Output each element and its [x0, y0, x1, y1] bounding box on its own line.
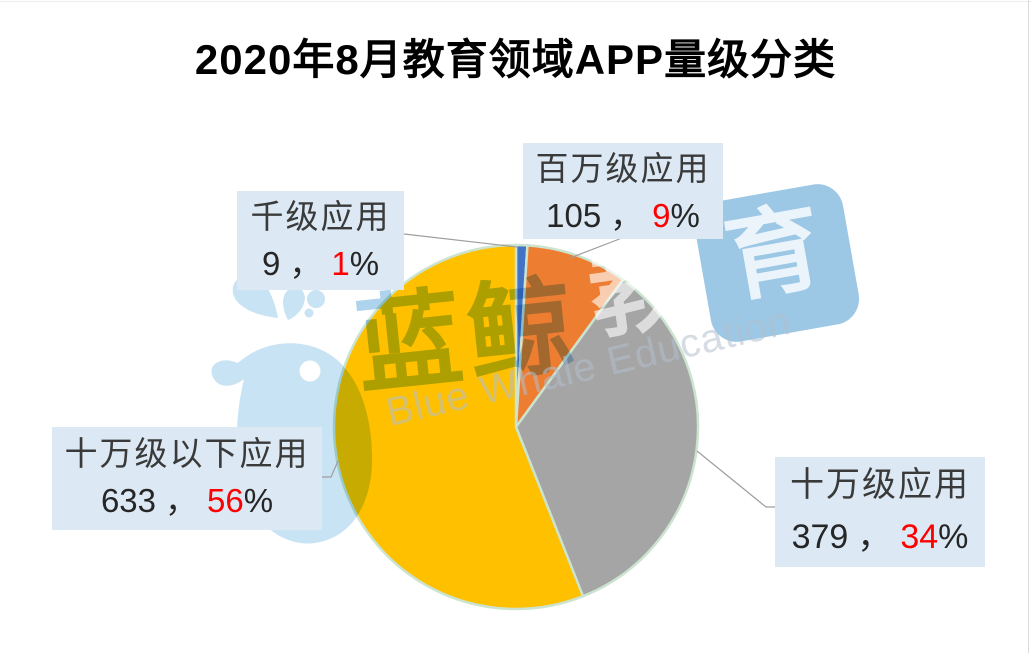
callout-separator: ， [165, 482, 198, 519]
callout-percent-sign: % [670, 197, 700, 234]
callout-percent: 34 [900, 518, 939, 556]
callout-percent: 1 [331, 245, 350, 282]
callout-under-hundredk[interactable]: 十万级以下应用 633， 56% [52, 427, 322, 530]
whale-spout-bubble [307, 290, 325, 308]
callout-percent-sign: % [243, 482, 274, 519]
callout-value: 9 [261, 245, 281, 282]
callout-percent: 9 [652, 197, 671, 234]
pie-chart [332, 243, 700, 611]
callout-percent-sign: % [349, 245, 380, 282]
watermark-badge-char-right: 育 [717, 192, 831, 315]
callout-category: 十万级应用 [790, 466, 970, 504]
callout-category: 百万级应用 [535, 150, 711, 187]
callout-hundredk[interactable]: 十万级应用 379， 34% [775, 457, 985, 567]
callout-thousand[interactable]: 千级应用 9， 1% [237, 191, 404, 290]
callout-value: 105 [546, 197, 602, 234]
chart-title: 2020年8月教育领域APP量级分类 [194, 36, 837, 83]
callout-percent: 56 [207, 482, 244, 519]
callout-percent-sign: % [938, 518, 969, 556]
callout-separator: ， [289, 245, 323, 282]
whale-spout-drop [283, 287, 305, 320]
canvas-right-border [1028, 0, 1029, 653]
canvas-top-border [0, 1, 1031, 2]
whale-eye [299, 360, 321, 382]
whale-spout-bubble [304, 308, 314, 318]
callout-separator: ， [857, 518, 892, 556]
callout-value: 379 [791, 518, 849, 556]
pie-slice-3-十万级应用[interactable] [514, 278, 700, 598]
leader-line-hundredk [696, 450, 776, 508]
callout-separator: ， [610, 197, 644, 234]
callout-value: 633 [100, 482, 156, 519]
callout-million[interactable]: 百万级应用 105， 9% [523, 143, 723, 239]
callout-category: 千级应用 [250, 198, 391, 235]
callout-category: 十万级以下应用 [64, 435, 310, 472]
